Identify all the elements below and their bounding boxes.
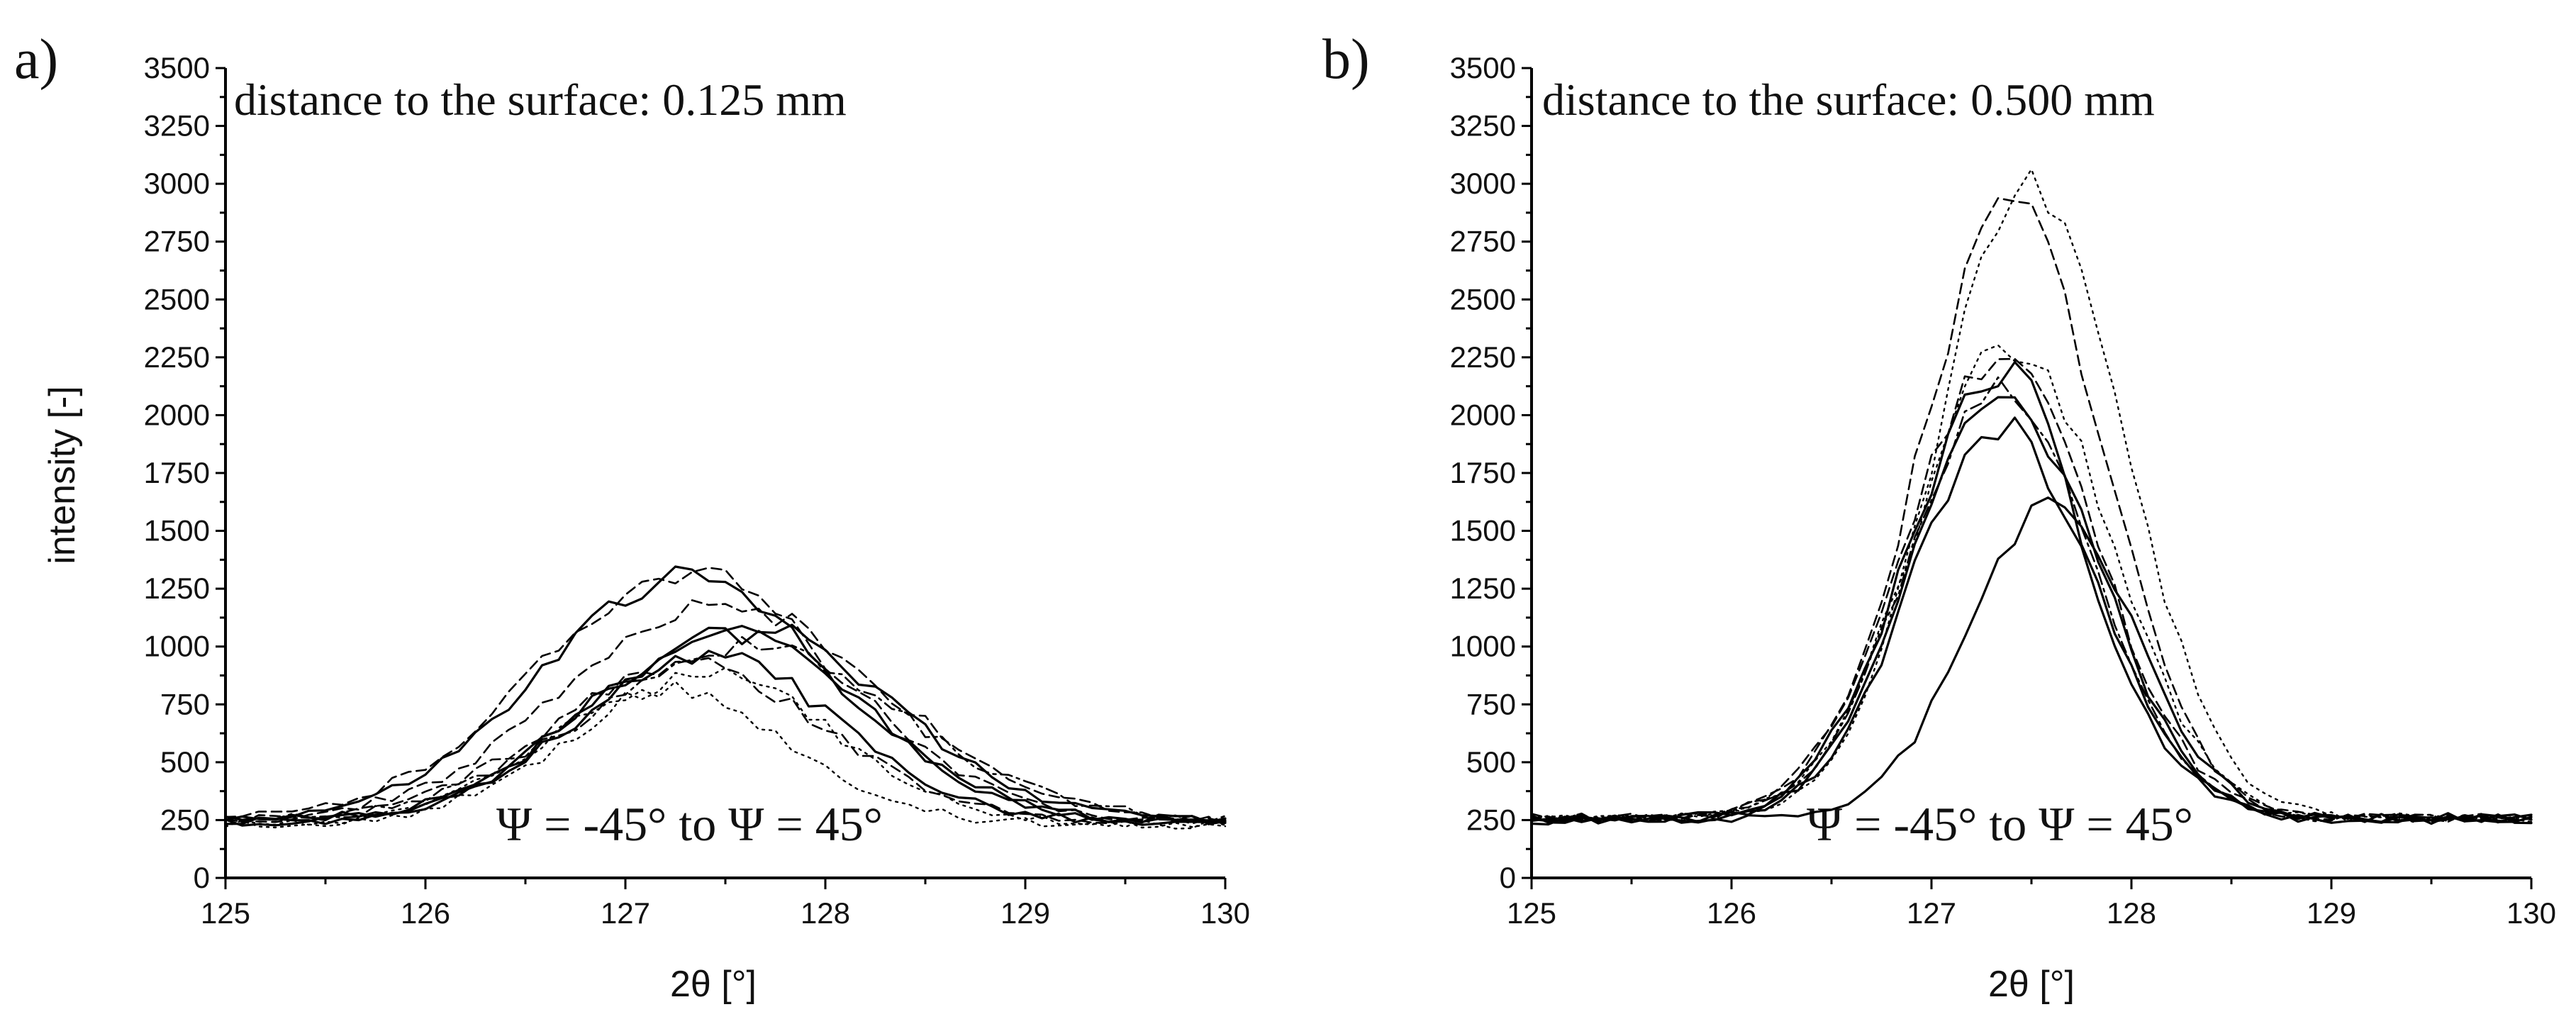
series-line-a4: [224, 599, 1227, 827]
panel-a-y-axis-title: intensity [-]: [42, 386, 83, 564]
panel-b-y-tick-label: 2250: [1450, 340, 1516, 374]
panel-b-y-tick-label: 1250: [1450, 572, 1516, 605]
panel-b-x-axis-title: 2θ [°]: [1988, 964, 2075, 1005]
panel-a-y-tick-label: 250: [160, 803, 210, 836]
panel-b-series-layer: [1530, 168, 2533, 826]
panel-b-y-tick-label: 750: [1466, 687, 1516, 720]
panel-a-x-tick-label: 127: [601, 896, 650, 930]
panel-b-x-tick-label: 129: [2307, 896, 2356, 930]
panel-b-y-tick-label: 500: [1466, 745, 1516, 779]
panel-a-y-tick-label: 2500: [144, 282, 210, 316]
panel-a-y-tick-label: 1750: [144, 456, 210, 489]
panel-b-y-tick-label: 3250: [1450, 109, 1516, 143]
series-line-a2: [224, 567, 1227, 825]
series-line-a10: [224, 681, 1227, 829]
panel-a-x-tick-label: 128: [801, 896, 850, 930]
series-line-a8: [224, 657, 1227, 825]
panel-b-y-tick-label: 2000: [1450, 398, 1516, 431]
panel-a: a) distance to the surface: 0.125 mm Ψ =…: [14, 28, 1250, 1005]
panel-a-annotation: distance to the surface: 0.125 mm: [234, 74, 847, 125]
panel-a-y-tick-label: 750: [160, 687, 210, 720]
panel-a-y-tick-label: 500: [160, 745, 210, 779]
panel-a-y-tick-label: 2000: [144, 398, 210, 431]
panel-b-y-tick-label: 3500: [1450, 51, 1516, 84]
panel-a-y-tick-label: 3500: [144, 51, 210, 84]
panel-b-x-tick-label: 125: [1507, 896, 1556, 930]
panel-a-y-tick-label: 2750: [144, 225, 210, 258]
panel-b-annotation: distance to the surface: 0.500 mm: [1542, 74, 2155, 125]
panel-a-y-tick-label: 3250: [144, 109, 210, 143]
panel-a-x-axis-title: 2θ [°]: [670, 964, 757, 1005]
panel-b-y-tick-label: 1000: [1450, 630, 1516, 663]
panel-a-psi-label: Ψ = -45° to Ψ = 45°: [496, 797, 883, 851]
series-line-a7: [224, 650, 1227, 827]
panel-a-label: a): [14, 28, 58, 91]
panel-b-y-tick-label: 1500: [1450, 514, 1516, 547]
panel-b-y-tick-label: 2750: [1450, 225, 1516, 258]
panel-b-y-tick-label: 2500: [1450, 282, 1516, 316]
panel-b: b) distance to the surface: 0.500 mm Ψ =…: [1322, 28, 2556, 1005]
panel-a-tick-layer: 0 250 500 750 1000 1250 1500 1750 2000 2250 2500 27…: [144, 51, 1250, 930]
panel-b-y-tick-label: 250: [1466, 803, 1516, 836]
panel-b-y-tick-label: 3000: [1450, 167, 1516, 200]
panel-a-y-tick-label: 3000: [144, 167, 210, 200]
panel-b-tick-layer: 0 250 500 750 1000 1250 1500 1750 2000 2250 2500 27…: [1450, 51, 2556, 930]
panel-a-x-tick-label: 126: [401, 896, 450, 930]
panel-b-label: b): [1322, 28, 1370, 91]
panel-a-x-tick-label: 125: [201, 896, 250, 930]
panel-b-psi-label: Ψ = -45° to Ψ = 45°: [1807, 797, 2193, 851]
series-line-b2: [1530, 197, 2533, 823]
panel-b-x-tick-label: 128: [2107, 896, 2156, 930]
series-line-a6: [224, 635, 1227, 823]
panel-b-x-tick-label: 127: [1907, 896, 1956, 930]
panel-a-x-tick-label: 129: [1000, 896, 1050, 930]
panel-a-x-tick-label: 130: [1200, 896, 1250, 930]
panel-a-y-tick-label: 0: [194, 861, 210, 894]
panel-b-y-tick-label: 0: [1500, 861, 1516, 894]
panel-a-y-tick-label: 1500: [144, 514, 210, 547]
panel-b-x-tick-label: 126: [1707, 896, 1756, 930]
series-line-b3: [1530, 344, 2533, 823]
series-line-b9: [1530, 496, 2533, 826]
series-line-a1: [224, 565, 1227, 825]
panel-a-y-tick-label: 1000: [144, 630, 210, 663]
panel-b-x-tick-label: 130: [2507, 896, 2556, 930]
panel-a-y-tick-label: 1250: [144, 572, 210, 605]
panel-b-y-tick-label: 1750: [1450, 456, 1516, 489]
panel-a-series-layer: [224, 565, 1227, 830]
panel-a-y-tick-label: 2250: [144, 340, 210, 374]
series-line-a9: [224, 667, 1227, 830]
